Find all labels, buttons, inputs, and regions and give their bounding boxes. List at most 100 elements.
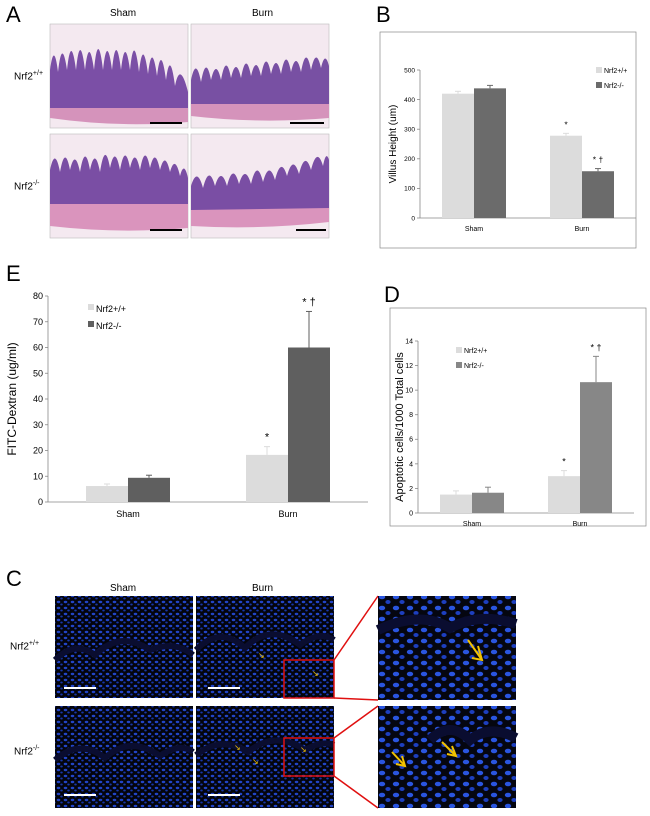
panel-a-row-label-wt: Nrf2+/+ (14, 70, 44, 83)
chart-b-category-label: Sham (465, 226, 483, 233)
chart-b-y-tick-label: 200 (404, 156, 415, 163)
chart-e-legend-swatch (88, 304, 94, 310)
panel-a-col-label-burn: Burn (252, 8, 274, 19)
chart-e-category-label: Sham (116, 509, 140, 519)
chart-e-bar (288, 347, 330, 502)
chart-e-y-tick-label: 40 (33, 394, 43, 404)
panel-c-col-label-sham: Sham (110, 583, 137, 594)
chart-b-significance-mark: * † (593, 155, 604, 165)
chart-e-significance-mark: * (265, 432, 270, 444)
chart-b-legend-label: Nrf2-/- (604, 83, 625, 90)
chart-d-y-tick-label: 0 (409, 510, 413, 517)
if-image-wt-sham (52, 596, 195, 698)
arrow-icon: ↘ (258, 651, 265, 660)
if-image-wt-burn: ↘ ↘ (193, 596, 336, 699)
if-zoom-wt-burn (375, 596, 518, 700)
chart-d-bar (580, 382, 612, 513)
chart-b-legend-label: Nrf2+/+ (604, 68, 627, 75)
chart-b-bar (582, 171, 614, 218)
chart-b-significance-mark: * (564, 119, 568, 129)
chart-d-category-label: Sham (463, 521, 481, 528)
chart-e-y-tick-label: 70 (33, 317, 43, 327)
chart-d-bar (440, 494, 472, 513)
zoom-box-ko (283, 737, 335, 777)
chart-e-legend-label: Nrf2+/+ (96, 304, 126, 314)
panel-letter-d: D (384, 282, 400, 307)
panel-c-col-label-burn: Burn (252, 583, 274, 594)
chart-e-bar (86, 486, 128, 502)
chart-d-category-label: Burn (573, 521, 588, 528)
chart-e-y-tick-label: 50 (33, 368, 43, 378)
zoom-connector (333, 595, 379, 661)
chart-d-y-axis-label: Apoptotic cells/1000 Total cells (394, 352, 406, 502)
chart-b-bar (442, 93, 474, 218)
chart-d-y-tick-label: 10 (405, 388, 413, 395)
he-image-wt-burn (190, 23, 330, 129)
arrow-icon: ↘ (312, 669, 319, 678)
panel-letter-e: E (6, 261, 21, 286)
chart-b-y-tick-label: 100 (404, 186, 415, 193)
panel-c-row-label-wt: Nrf2+/+ (10, 640, 40, 653)
chart-e-y-tick-label: 80 (33, 291, 43, 301)
chart-d-legend-swatch (456, 362, 462, 368)
if-image-ko-burn: ↘ ↘ ↘ (194, 706, 336, 808)
panel-letter-c: C (6, 566, 22, 591)
arrow-icon (467, 639, 484, 662)
chart-e-legend-label: Nrf2-/- (96, 321, 122, 331)
zoom-box-wt (283, 659, 335, 699)
chart-d-frame (389, 307, 647, 527)
chart-e-bar (128, 477, 170, 502)
arrow-icon: ↘ (252, 757, 259, 766)
he-image-wt-sham (49, 23, 189, 129)
chart-d-legend-swatch (456, 347, 462, 353)
panel-letter-b: B (376, 2, 391, 27)
arrow-icon: ↘ (300, 745, 307, 754)
chart-b-bar (474, 88, 506, 219)
chart-e-y-tick-label: 0 (38, 497, 43, 507)
he-image-ko-burn (190, 133, 330, 239)
chart-b-bar (550, 135, 582, 218)
chart-d-y-tick-label: 6 (409, 437, 413, 444)
zoom-connector (333, 697, 379, 701)
chart-e-bar (246, 454, 288, 502)
chart-b-y-tick-label: 400 (404, 97, 415, 104)
chart-e-y-tick-label: 20 (33, 446, 43, 456)
chart-b-category-label: Burn (575, 226, 590, 233)
chart-e-y-tick-label: 60 (33, 343, 43, 353)
arrow-icon: ↘ (234, 743, 241, 752)
if-zoom-ko-burn (378, 706, 519, 808)
chart-d-bar (472, 492, 504, 513)
chart-e-category-label: Burn (278, 509, 297, 519)
chart-d-y-tick-label: 14 (405, 338, 413, 345)
chart-b-legend-swatch (596, 82, 602, 88)
zoom-connector (333, 775, 379, 809)
arrow-icon (391, 751, 407, 768)
chart-b-y-tick-label: 300 (404, 126, 415, 133)
panel-c-row-label-ko: Nrf2-/- (14, 745, 40, 758)
chart-d-significance-mark: * (562, 457, 566, 467)
chart-b-y-tick-label: 0 (411, 215, 415, 222)
chart-e-significance-mark: * † (302, 296, 315, 308)
he-image-ko-sham (49, 133, 189, 239)
chart-d-y-tick-label: 4 (409, 461, 413, 468)
zoom-connector (333, 705, 379, 739)
chart-d-y-tick-label: 2 (409, 486, 413, 493)
chart-d-legend-label: Nrf2-/- (464, 363, 485, 370)
chart-d-bar (548, 476, 580, 513)
if-image-ko-sham (53, 706, 195, 808)
chart-e-y-tick-label: 10 (33, 471, 43, 481)
panel-letter-a: A (6, 2, 21, 27)
chart-d-y-tick-label: 8 (409, 412, 413, 419)
chart-d-legend-label: Nrf2+/+ (464, 348, 487, 355)
chart-e-legend-swatch (88, 321, 94, 327)
panel-a-col-label-sham: Sham (110, 8, 137, 19)
chart-d-y-tick-label: 12 (405, 363, 413, 370)
chart-d-significance-mark: * † (590, 342, 601, 352)
chart-b-y-tick-label: 500 (404, 67, 415, 74)
chart-b-frame (379, 31, 637, 249)
arrow-icon (441, 741, 458, 758)
panel-a-row-label-ko: Nrf2-/- (14, 180, 40, 193)
